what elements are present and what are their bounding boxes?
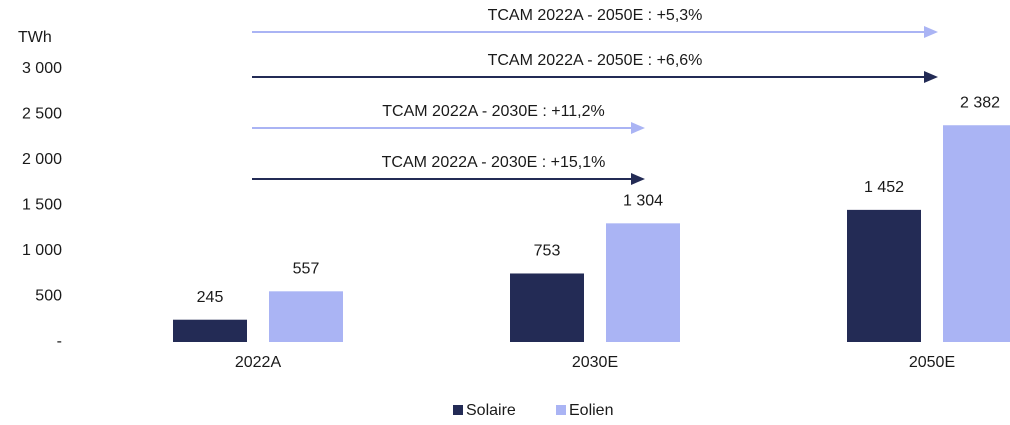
legend-label: Eolien — [569, 402, 613, 419]
annotation: TCAM 2022A - 2050E : +5,3% — [488, 7, 703, 24]
value-label: 557 — [293, 261, 320, 278]
x-tick-label: 2022A — [235, 354, 282, 371]
annotation: TCAM 2022A - 2030E : +15,1% — [382, 154, 606, 171]
x-tick-label: 2050E — [909, 354, 955, 371]
y-tick-label: 3 000 — [22, 60, 62, 77]
value-label: 1 304 — [623, 193, 663, 210]
value-label: 753 — [534, 243, 561, 260]
bar — [510, 273, 584, 342]
y-tick-label: 2 500 — [22, 106, 62, 123]
legend-swatch — [556, 405, 566, 415]
arrow-head — [631, 173, 645, 185]
value-label: 2 382 — [960, 94, 1000, 111]
arrow-head — [631, 122, 645, 134]
y-tick-label: 500 — [35, 288, 62, 305]
bar — [173, 319, 247, 342]
y-tick-label: 1 000 — [22, 242, 62, 259]
value-label: 245 — [197, 289, 224, 306]
arrow-head — [924, 71, 938, 83]
y-tick-label: 2 000 — [22, 151, 62, 168]
y-tick-label: - — [57, 333, 62, 350]
bar — [606, 223, 680, 342]
bar — [847, 209, 921, 342]
y-axis-unit: TWh — [18, 29, 52, 46]
bar — [943, 125, 1010, 342]
y-tick-label: 1 500 — [22, 197, 62, 214]
annotation: TCAM 2022A - 2030E : +11,2% — [382, 103, 605, 120]
value-label: 1 452 — [864, 179, 904, 196]
x-tick-label: 2030E — [572, 354, 618, 371]
legend-label: Solaire — [466, 402, 516, 419]
arrow-head — [924, 26, 938, 38]
annotation: TCAM 2022A - 2050E : +6,6% — [488, 52, 703, 69]
legend-swatch — [453, 405, 463, 415]
bar — [269, 291, 343, 342]
